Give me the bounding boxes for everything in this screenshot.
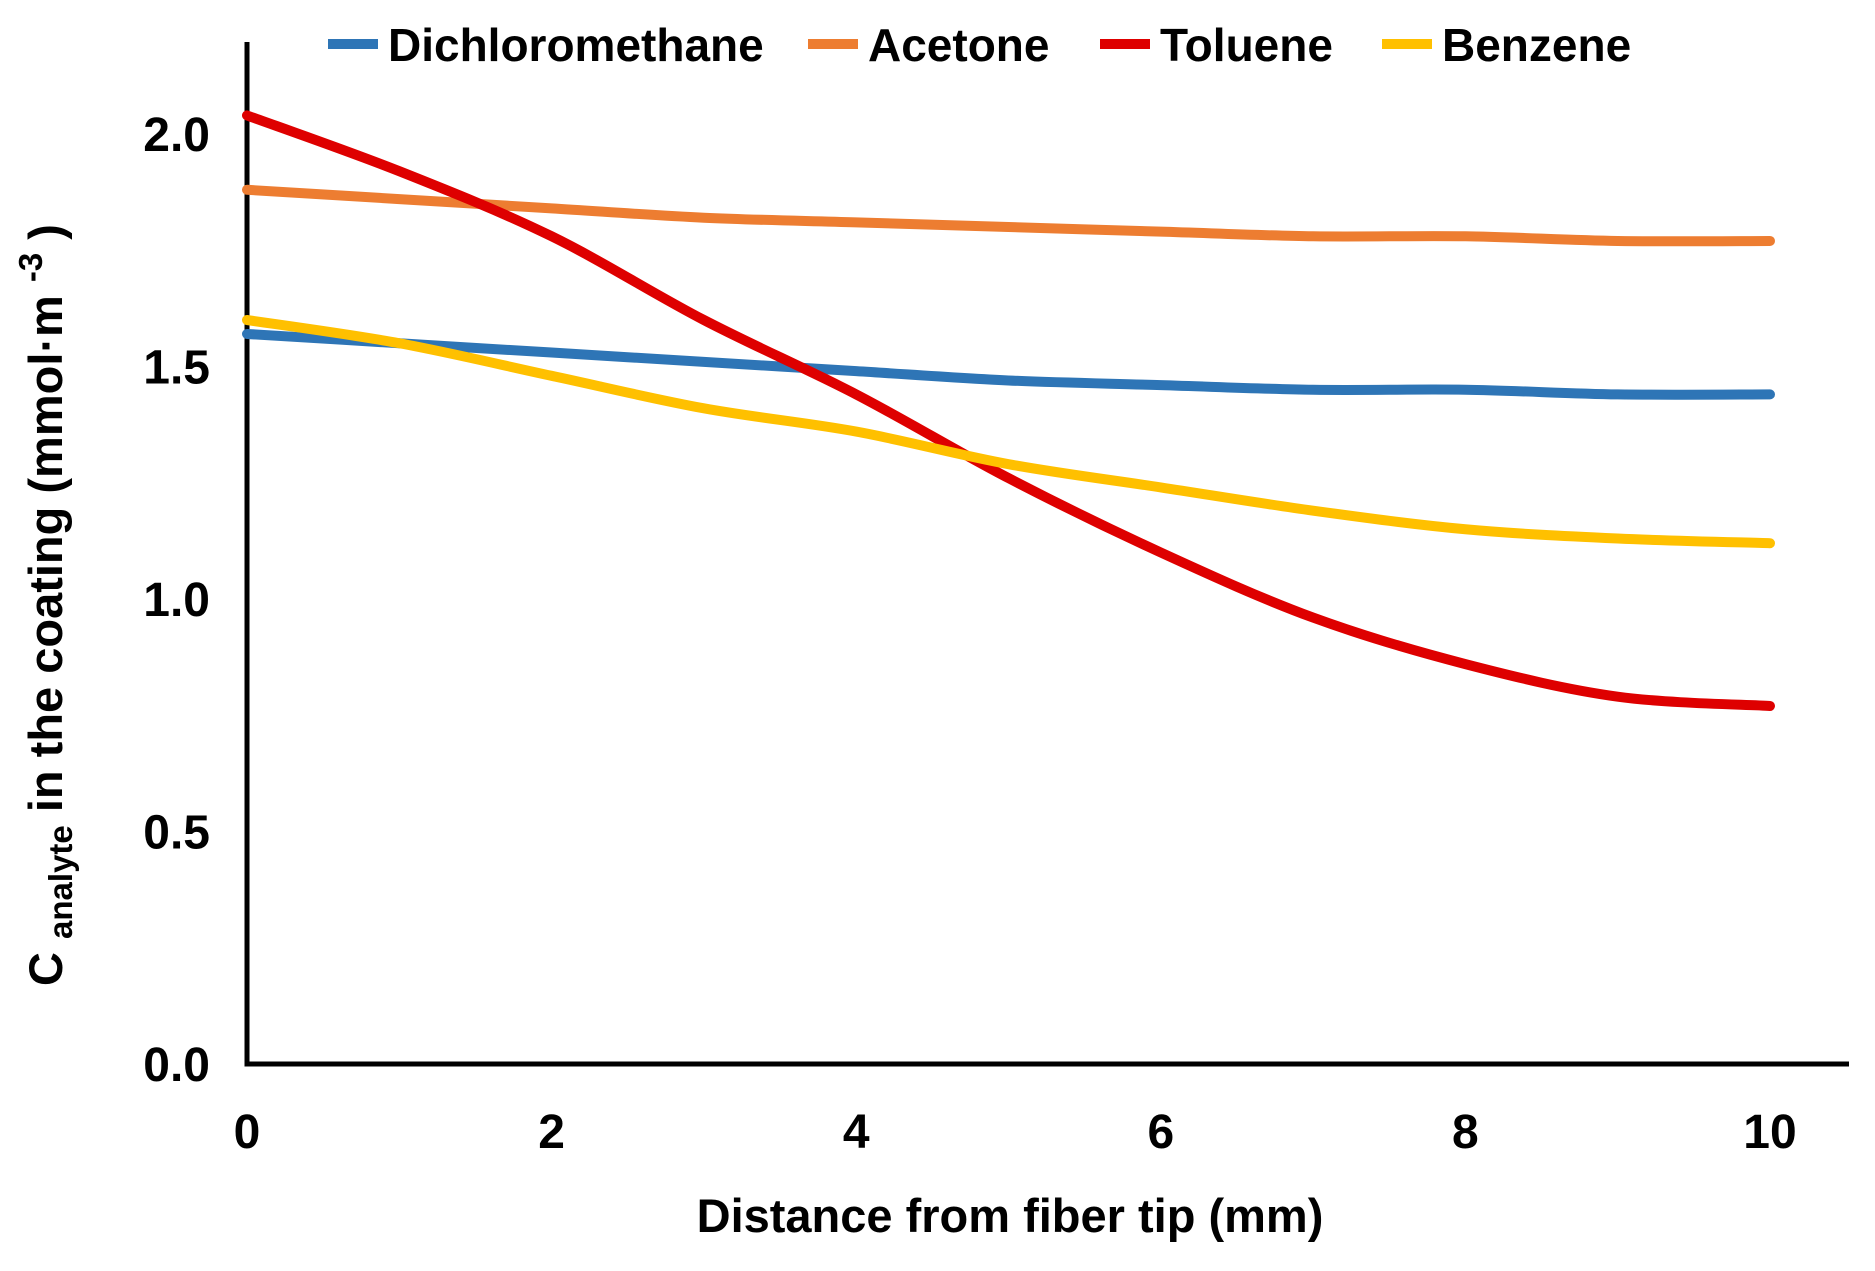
legend-item-benzene: Benzene <box>1382 19 1631 71</box>
x-tick-label: 6 <box>1147 1106 1174 1159</box>
series-line-benzene <box>242 315 1775 549</box>
x-tick-label: 4 <box>843 1106 870 1159</box>
y-tick-label: 2.0 <box>143 109 210 162</box>
legend-label-toluene: Toluene <box>1160 19 1333 71</box>
legend-item-dichloromethane: Dichloromethane <box>328 19 764 71</box>
y-tick-label: 1.0 <box>143 574 210 627</box>
x-tick-label: 10 <box>1743 1106 1796 1159</box>
x-axis-tick-labels: 0 2 4 6 8 10 <box>234 1106 1797 1159</box>
y-axis-title-end: ) <box>19 224 72 240</box>
legend-label-acetone: Acetone <box>868 19 1049 71</box>
x-axis-title: Distance from fiber tip (mm) <box>697 1189 1324 1242</box>
legend-label-dichloromethane: Dichloromethane <box>388 19 764 71</box>
legend-item-toluene: Toluene <box>1100 19 1333 71</box>
series-lines <box>242 110 1775 711</box>
y-axis-title-middle: in the coating (mmol·m <box>19 295 72 812</box>
y-tick-label: 0.5 <box>143 807 210 860</box>
y-axis-title-subscript: analyte <box>42 825 79 939</box>
y-tick-label: 0.0 <box>143 1039 210 1092</box>
x-tick-label: 2 <box>538 1106 565 1159</box>
x-tick-label: 8 <box>1452 1106 1479 1159</box>
legend-label-benzene: Benzene <box>1442 19 1631 71</box>
legend-item-acetone: Acetone <box>808 19 1049 71</box>
y-axis-tick-labels: 0.0 0.5 1.0 1.5 2.0 <box>143 109 210 1092</box>
y-axis-title: C analyte in the coating (mmol·m -3 ) <box>0 224 82 986</box>
y-axis-title-base: C <box>19 952 72 986</box>
series-line-acetone <box>242 184 1775 247</box>
axes <box>244 42 1849 1067</box>
y-axis-title-superscript: -3 <box>12 253 49 282</box>
series-line-dichloromethane <box>242 328 1775 400</box>
y-tick-label: 1.5 <box>143 342 210 395</box>
x-tick-label: 0 <box>234 1106 261 1159</box>
series-line-toluene <box>242 110 1775 711</box>
legend: Dichloromethane Acetone Toluene Benzene <box>328 19 1631 71</box>
